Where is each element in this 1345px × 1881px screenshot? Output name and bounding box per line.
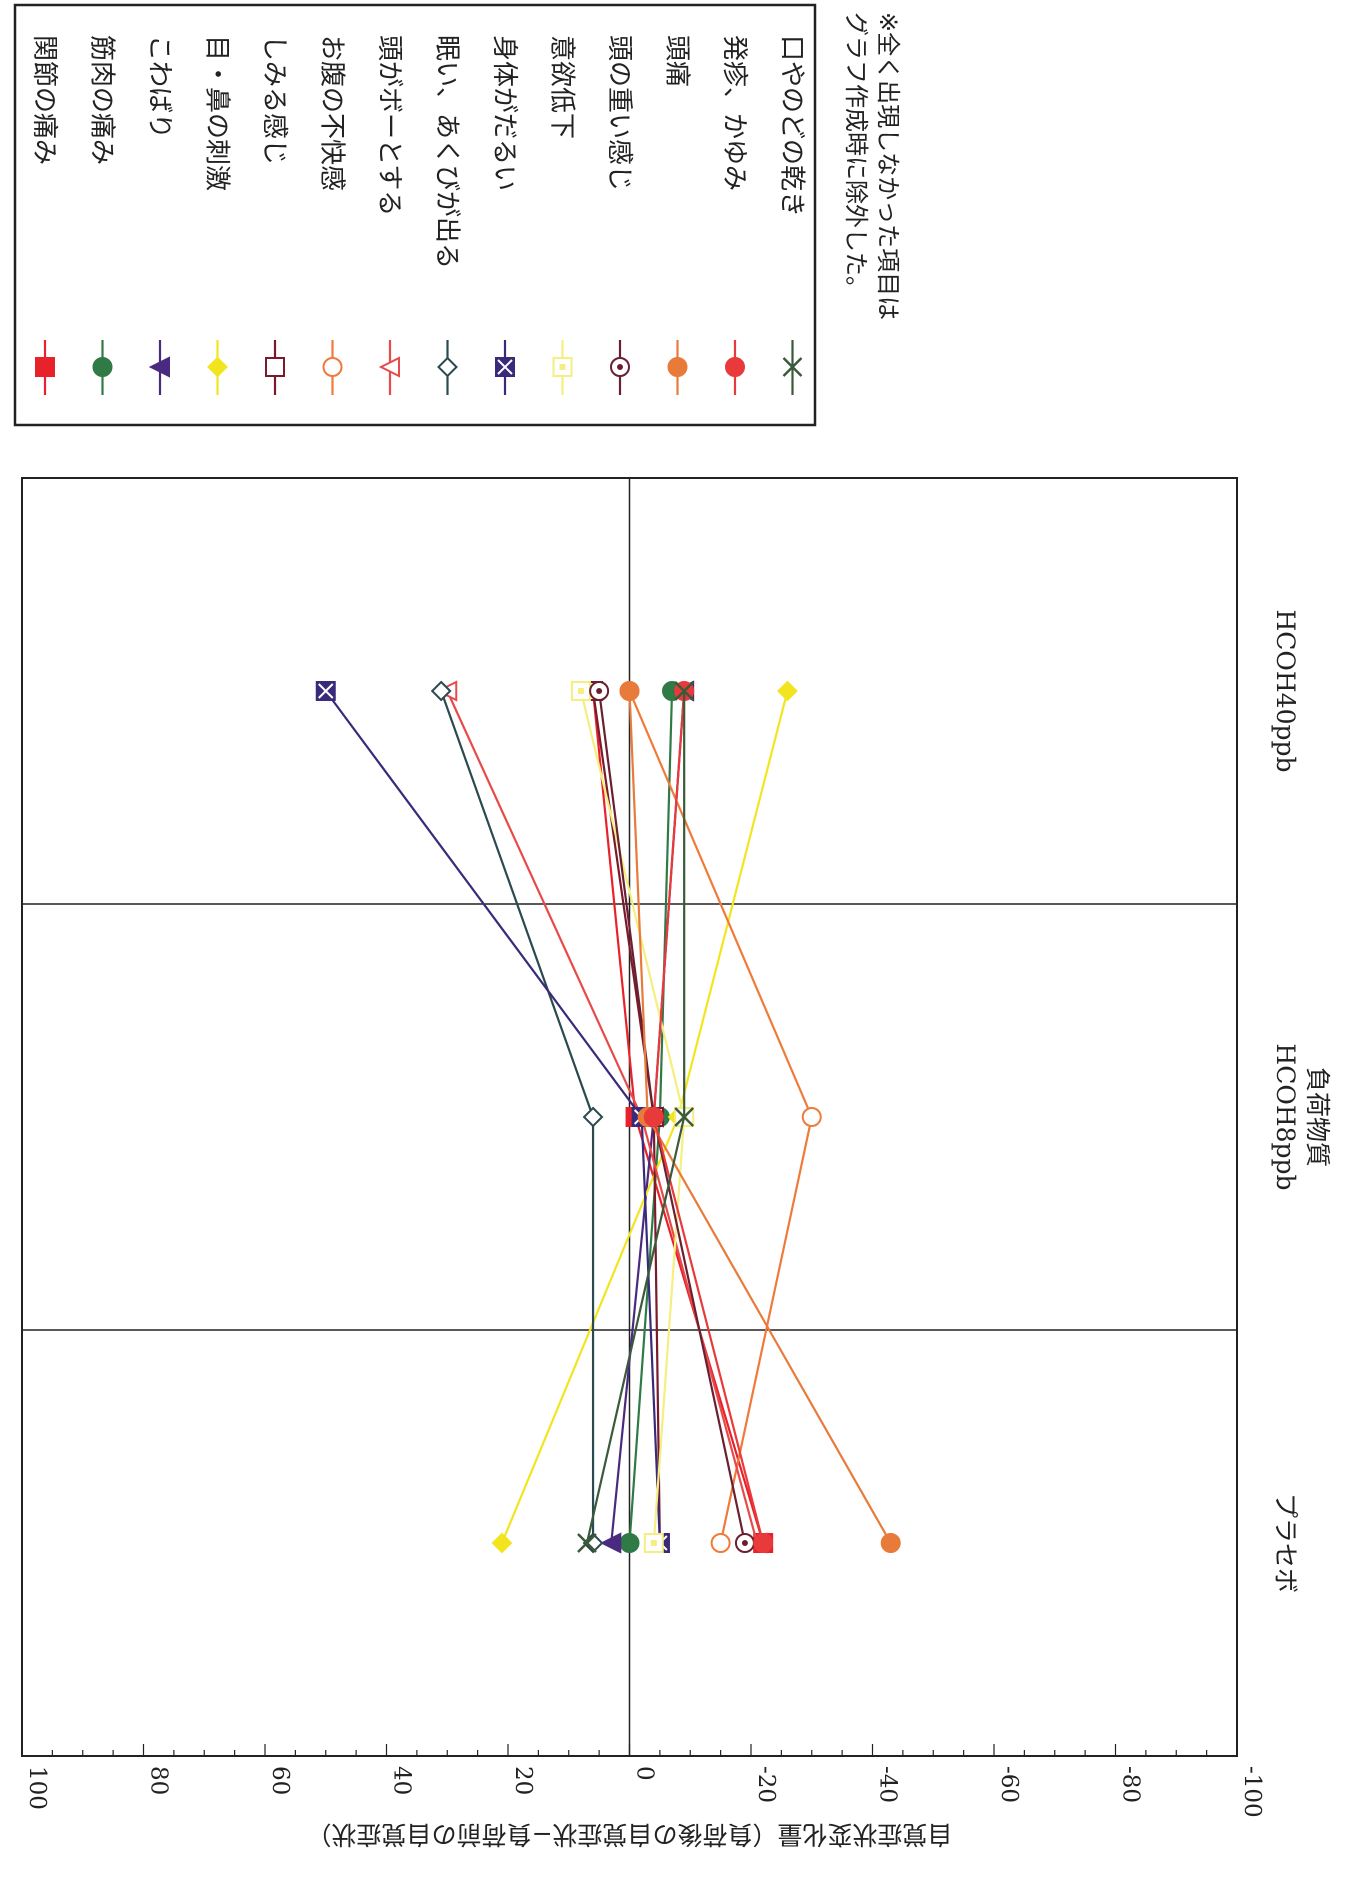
legend-marker <box>322 357 343 377</box>
data-point <box>880 1533 901 1553</box>
legend-marker <box>265 357 285 377</box>
legend-marker <box>667 357 688 377</box>
value-axis-title: 自覚症状変化量（負荷後の自覚症状−負荷前の自覚症状） <box>307 1820 953 1849</box>
data-point <box>753 1533 774 1553</box>
legend-item: 意欲低下 <box>547 35 577 395</box>
category-label: プラセボ <box>1271 1493 1300 1593</box>
tick-label: -20 <box>753 1766 779 1803</box>
legend-marker <box>552 357 573 377</box>
data-point <box>801 1107 822 1127</box>
tick-label: 60 <box>267 1766 293 1795</box>
legend-marker <box>495 357 515 377</box>
series-8 <box>430 680 604 1554</box>
data-point <box>577 1533 597 1553</box>
data-point <box>430 680 452 702</box>
legend-label: 目・鼻の刺激 <box>202 35 232 191</box>
legend-item: 頭がボーとする <box>374 35 404 395</box>
data-point <box>582 1106 604 1128</box>
tick-label: 100 <box>24 1766 50 1810</box>
legend-item: 眠い、あくびが出る <box>432 35 462 395</box>
data-point <box>491 1532 513 1554</box>
legend-marker <box>782 357 803 377</box>
tick-label: 0 <box>632 1766 658 1781</box>
tick-label: -40 <box>875 1766 901 1803</box>
series-line <box>440 690 595 1543</box>
legend-marker <box>610 357 630 377</box>
data-point <box>619 681 640 701</box>
legend-marker <box>92 357 113 377</box>
data-point <box>570 681 591 701</box>
series-14 <box>577 681 695 1553</box>
legend-item: 関節の痛み <box>29 35 59 395</box>
tick-label: -60 <box>996 1766 1022 1803</box>
note-line: ※全く出現しなかった項目は <box>874 12 902 320</box>
legend-label: 頭の重い感じ <box>604 35 634 191</box>
tick-label: 80 <box>146 1766 172 1795</box>
category-label: HCOH40ppb <box>1271 609 1300 772</box>
data-point <box>315 681 336 701</box>
data-point <box>710 1533 731 1553</box>
legend-item: 頭の重い感じ <box>604 35 634 395</box>
category-axis: プラセボ HCOH8ppb HCOH40ppb 負荷物質 <box>1271 609 1332 1593</box>
legend: 関節の痛み 筋肉の痛み こわばり 目・鼻の刺激 しみる感じ お腹の不快感 頭がボーとする 眠い… <box>13 3 817 427</box>
data-point <box>643 1107 664 1127</box>
series-9 <box>315 681 670 1553</box>
data-point <box>674 681 695 701</box>
data-point <box>643 1533 664 1553</box>
data-point <box>600 1532 622 1554</box>
legend-marker <box>207 356 228 378</box>
legend-item: 口やのどの乾き <box>777 35 807 395</box>
legend-item: しみる感じ <box>259 35 289 395</box>
legend-label: 発疹、かゆみ <box>719 35 749 191</box>
legend-item: 筋肉の痛み <box>87 35 117 395</box>
legend-marker <box>378 356 400 378</box>
legend-label: 頭がボーとする <box>374 35 404 216</box>
legend-label: しみる感じ <box>259 35 289 165</box>
legend-label: 頭痛 <box>662 35 692 87</box>
legend-item: 発疹、かゆみ <box>719 35 749 395</box>
category-label: HCOH8ppb <box>1271 1043 1300 1190</box>
series-line <box>324 690 661 1544</box>
legend-item: 目・鼻の刺激 <box>202 35 232 395</box>
category-axis-title: 負荷物質 <box>1303 1067 1332 1167</box>
data-point <box>734 1533 755 1553</box>
legend-label: 関節の痛み <box>29 35 59 165</box>
legend-label: 意欲低下 <box>547 35 577 139</box>
tick-label: 20 <box>510 1766 536 1795</box>
legend-label: こわばり <box>144 35 174 139</box>
legend-marker <box>35 357 55 377</box>
legend-label: 口やのどの乾き <box>777 35 807 217</box>
legend-item: 身体がだるい <box>489 35 519 395</box>
data-point <box>674 1107 695 1127</box>
legend-item: 頭痛 <box>662 35 692 395</box>
tick-label: 40 <box>389 1766 415 1795</box>
legend-marker <box>437 356 458 378</box>
tick-label: -80 <box>1118 1766 1144 1803</box>
series-lines <box>315 680 901 1554</box>
legend-frame <box>13 3 817 427</box>
data-point <box>777 680 798 702</box>
data-point <box>589 681 610 701</box>
legend-label: 身体がだるい <box>489 35 519 191</box>
legend-label: 眠い、あくびが出る <box>432 35 462 269</box>
legend-label: 筋肉の痛み <box>87 35 117 165</box>
legend-item: お腹の不快感 <box>317 35 347 395</box>
value-axis: 100 80 60 40 20 0 -20 -40 -60 -80 -100 自覚症状変化量（負荷後の… <box>21 1744 1265 1849</box>
legend-marker <box>148 356 170 378</box>
legend-label: お腹の不快感 <box>317 35 347 191</box>
legend-marker <box>725 357 745 377</box>
note-line: グラフ作成時に除外した。 <box>842 12 870 300</box>
tick-label: -100 <box>1239 1766 1265 1818</box>
data-point <box>619 1533 640 1553</box>
legend-item: こわばり <box>144 35 174 395</box>
